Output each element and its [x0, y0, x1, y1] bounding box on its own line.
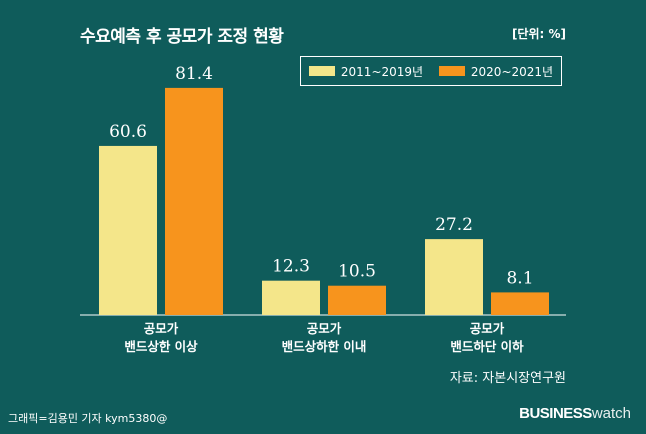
bar-series-2-cat-2	[328, 285, 386, 315]
data-label-series-2-cat-1: 81.4	[175, 64, 213, 84]
legend-item-series-1: 2011~2019년	[308, 63, 424, 80]
legend: 2011~2019년 2020~2021년	[300, 56, 562, 86]
bar-series-1-cat-1	[99, 145, 157, 315]
legend-item-series-2: 2020~2021년	[438, 63, 554, 80]
category-label-1-line-2: 밴드상한 이상	[124, 339, 198, 354]
brand-logo: BUSINESSwatch	[519, 405, 631, 422]
category-label-3-line-2: 밴드하단 이하	[450, 339, 524, 354]
graphic-credit: 그래픽=김용민 기자 kym5380@	[8, 412, 168, 425]
data-label-series-1-cat-2: 12.3	[272, 257, 310, 277]
legend-swatch-series-1	[308, 66, 335, 76]
category-label-3-line-1: 공모가	[470, 321, 505, 336]
legend-label-series-1: 2011~2019년	[340, 64, 424, 79]
bar-series-2-cat-3	[491, 292, 549, 315]
category-label-2-line-1: 공모가	[307, 321, 342, 336]
source-note: 자료: 자본시장연구원	[449, 371, 566, 386]
category-label-1-line-1: 공모가	[144, 321, 179, 336]
data-label-series-2-cat-3: 8.1	[506, 268, 533, 288]
data-label-series-1-cat-3: 27.2	[435, 215, 473, 235]
data-label-series-2-cat-2: 10.5	[338, 262, 376, 282]
legend-swatch-series-2	[438, 66, 465, 76]
category-label-2-line-2: 밴드상하한 이내	[282, 339, 367, 354]
legend-label-series-2: 2020~2021년	[470, 64, 554, 79]
bar-series-1-cat-2	[262, 280, 320, 315]
chart-title: 수요예측 후 공모가 조정 현황	[80, 27, 284, 47]
unit-label: [단위: %]	[511, 27, 566, 41]
bar-series-2-cat-1	[165, 87, 223, 315]
brand-light: watch	[591, 405, 631, 422]
data-label-series-1-cat-1: 60.6	[109, 122, 147, 142]
bar-series-1-cat-3	[425, 239, 483, 315]
brand-bold: BUSINESS	[519, 405, 592, 422]
